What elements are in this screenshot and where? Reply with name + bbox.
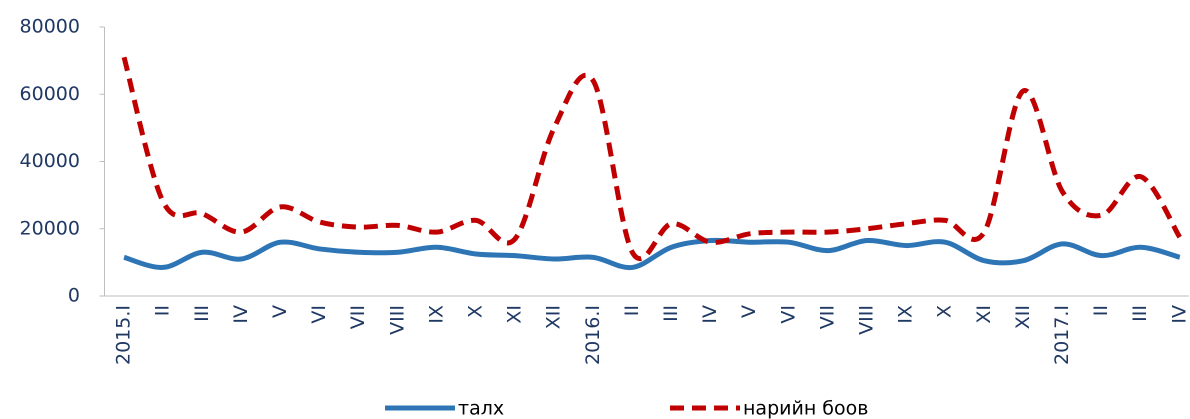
y-tick-label: 20000 [20,217,80,239]
x-tick-label: IX [425,305,447,324]
x-tick-label: III [1129,305,1151,322]
series-line [121,56,1182,262]
x-tick-label: XI [504,305,526,324]
legend-label: талх [458,398,504,419]
series-line [123,237,1181,271]
x-tick-label: XII [543,305,565,329]
y-tick-label: 0 [68,285,80,307]
x-tick-label: VII [347,305,369,329]
x-tick-label: 2016.I [582,305,604,365]
x-tick-label: IV [1168,305,1190,324]
x-tick-label: II [621,305,643,316]
y-tick-label: 60000 [20,83,80,105]
x-tick-label: XI [973,305,995,324]
y-tick-label: 40000 [20,150,80,172]
x-tick-label: XII [1012,305,1034,329]
x-tick-label: III [191,305,213,322]
x-tick-label: V [738,305,760,318]
x-tick-label: III [660,305,682,322]
x-tick-label: IV [230,305,252,324]
x-tick-label: X [934,305,956,318]
x-tick-label: VII [816,305,838,329]
x-tick-label: V [269,305,291,318]
legend-label: нарийн боов [743,398,868,419]
x-tick-label: II [152,305,174,316]
y-tick-label: 80000 [20,16,80,38]
x-tick-label: IV [699,305,721,324]
x-tick-label: 2015.I [113,305,135,365]
x-tick-label: VI [777,305,799,324]
x-tick-label: 2017.I [1051,305,1073,365]
x-tick-label: VI [308,305,330,324]
x-tick-label: VIII [386,305,408,335]
x-tick-label: II [1090,305,1112,316]
x-tick-label: IX [895,305,917,324]
x-tick-label: X [464,305,486,318]
x-tick-label: VIII [855,305,877,335]
